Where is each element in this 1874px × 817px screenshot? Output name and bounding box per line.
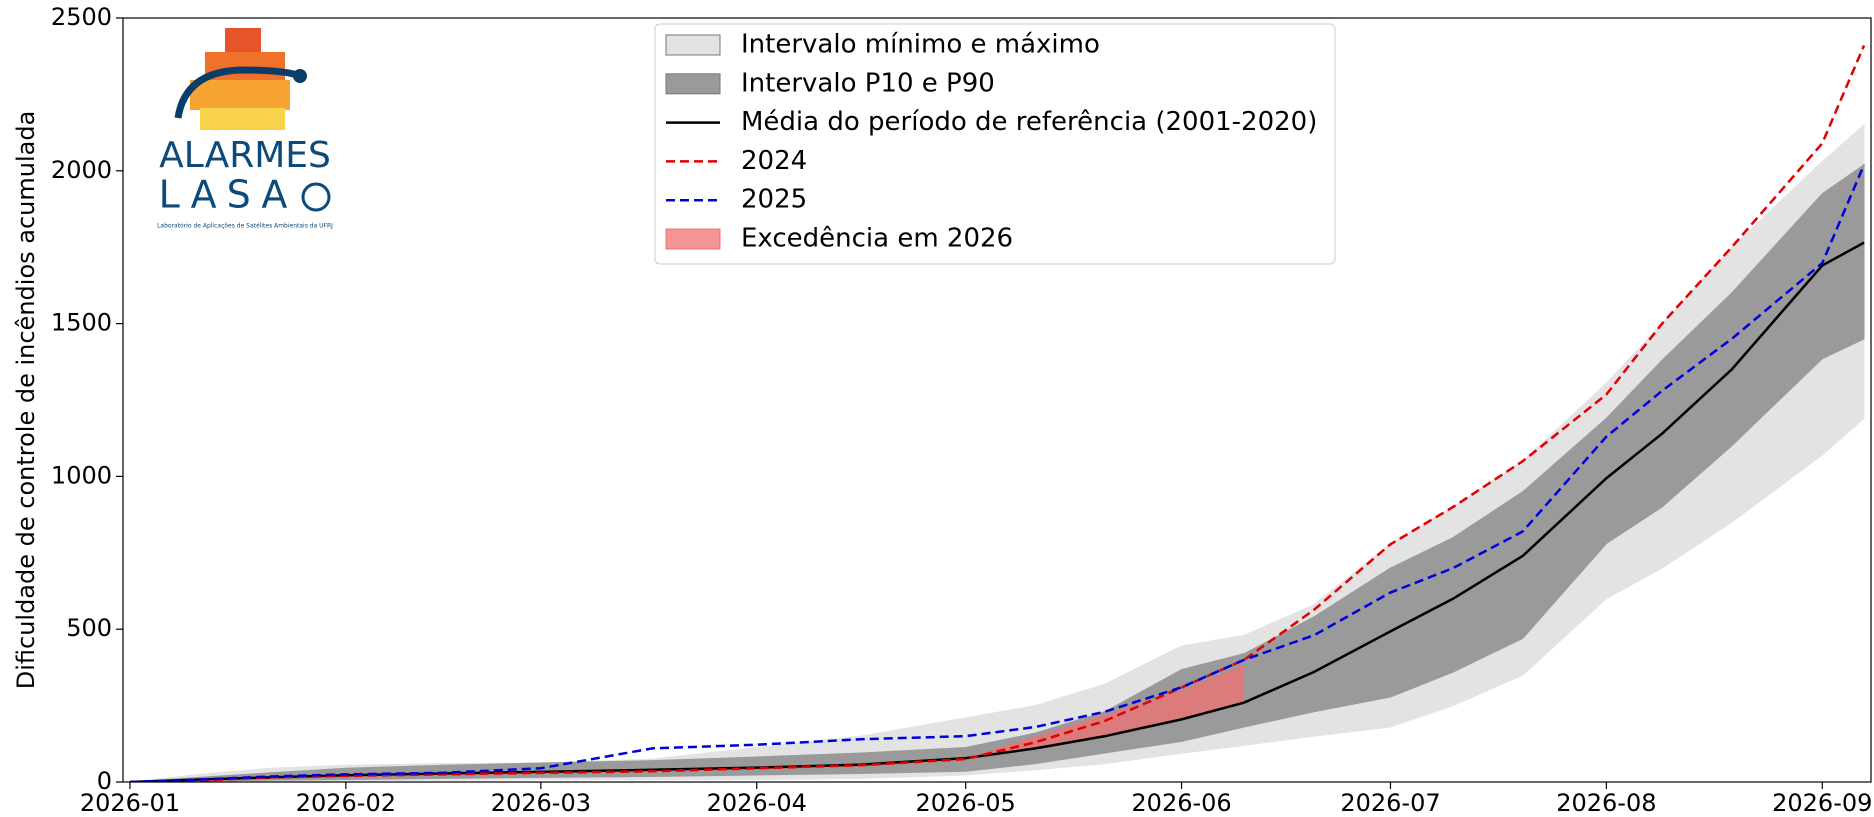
y-tick-label: 0 (97, 767, 112, 795)
legend-swatch (665, 73, 721, 95)
legend-label: 2024 (741, 146, 807, 176)
legend: Intervalo mínimo e máximo Intervalo P10 e… (654, 23, 1336, 265)
logo-title: ALARMES (159, 135, 331, 176)
x-tick-label: 2026-07 (1340, 789, 1440, 817)
legend-label: Excedência em 2026 (741, 224, 1013, 254)
series-line (129, 45, 1866, 782)
x-tick-label: 2026-02 (296, 789, 396, 817)
legend-label: 2025 (741, 185, 807, 215)
plot-frame (122, 17, 1872, 783)
marks (129, 45, 1866, 782)
x-tick-label: 2026-04 (707, 789, 807, 817)
y-tick-label: 2000 (51, 156, 112, 184)
x-tick-label: 2026-06 (1131, 789, 1231, 817)
legend-swatch (665, 34, 721, 56)
x-tick-label: 2026-01 (80, 789, 180, 817)
band (129, 163, 1865, 782)
exceedance-fill (965, 664, 1245, 759)
logo: ALARMES LASA Laboratório de Aplicações d… (157, 28, 333, 230)
y-tick-label: 2500 (51, 3, 112, 31)
x-tick-label: 2026-08 (1556, 789, 1656, 817)
legend-swatch (665, 228, 721, 250)
logo-subtitle: LASA (159, 173, 298, 217)
x-tick-label: 2026-05 (916, 789, 1016, 817)
legend-label: Intervalo mínimo e máximo (741, 30, 1100, 60)
y-axis-label: Dificuldade de controle de incêndios acu… (12, 111, 40, 690)
series-line (129, 164, 1866, 782)
x-tick-label: 2026-09 (1772, 789, 1872, 817)
logo-caption: Laboratório de Aplicações de Satélites A… (157, 223, 333, 230)
legend-label: Intervalo P10 e P90 (741, 68, 995, 98)
y-tick-label: 1500 (51, 309, 112, 337)
y-tick-label: 500 (66, 614, 112, 642)
y-tick-label: 1000 (51, 461, 112, 489)
legend-box (654, 23, 1336, 265)
x-tick-label: 2026-03 (491, 789, 591, 817)
legend-label: Média do período de referência (2001-202… (741, 107, 1317, 137)
plot-area (129, 45, 1866, 782)
